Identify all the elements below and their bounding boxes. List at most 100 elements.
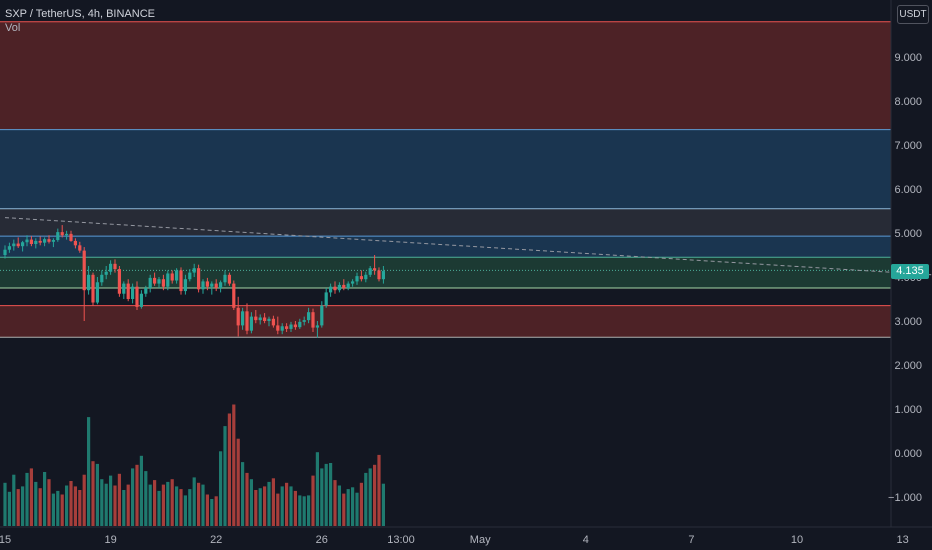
price-tick-label: 0.000 — [894, 448, 922, 460]
candle — [117, 266, 121, 297]
candle-body — [43, 239, 47, 243]
candle-body — [69, 233, 73, 241]
candle — [73, 238, 77, 249]
candle — [139, 290, 143, 309]
candle-body — [104, 271, 108, 275]
volume-bar — [351, 487, 355, 526]
candle-body — [100, 274, 104, 283]
volume-bar — [219, 451, 223, 526]
candle-body — [47, 239, 51, 242]
candle — [82, 247, 86, 321]
candle — [307, 307, 311, 324]
candle-body — [249, 316, 253, 331]
candle — [60, 225, 64, 238]
volume-bar — [7, 491, 11, 526]
volume-bar — [311, 475, 315, 526]
candle — [161, 274, 165, 291]
candle — [157, 277, 161, 288]
candle — [38, 236, 42, 246]
price-tick-label: 6.000 — [894, 184, 922, 196]
candle-body — [333, 286, 337, 291]
volume-bar — [175, 486, 179, 526]
price-tick-label: 8.000 — [894, 96, 922, 108]
candle — [122, 281, 126, 299]
candle — [276, 316, 280, 335]
volume-bar — [69, 481, 73, 526]
zones-layer — [0, 21, 891, 338]
candle — [29, 236, 33, 247]
candle-body — [117, 269, 121, 294]
volume-bar — [73, 486, 77, 526]
candle — [293, 321, 297, 330]
candle-body — [267, 318, 271, 321]
candle-body — [289, 324, 293, 329]
candle-body — [280, 326, 284, 331]
candle — [219, 280, 223, 293]
volume-bar — [29, 468, 33, 526]
trendline — [4, 217, 932, 276]
volume-bar — [100, 479, 104, 526]
volume-bar — [289, 486, 293, 526]
volume-bar — [210, 499, 214, 526]
candle — [34, 238, 38, 249]
candle — [16, 237, 20, 248]
candle-body — [197, 268, 201, 290]
candle — [241, 307, 245, 330]
candle-body — [214, 283, 218, 288]
volume-bar — [188, 489, 192, 526]
candle — [170, 270, 174, 284]
candle — [289, 321, 293, 332]
candle-body — [161, 279, 165, 287]
candle — [192, 263, 196, 277]
volume-bar — [87, 417, 91, 526]
candle-body — [329, 286, 333, 293]
volume-bar — [60, 494, 64, 526]
price-axis: 9.0008.0007.0006.0005.0004.0003.0002.000… — [888, 0, 922, 527]
candle — [69, 230, 73, 242]
candle — [153, 272, 157, 286]
volume-bar — [205, 494, 209, 526]
candle — [56, 228, 60, 242]
candle-body — [241, 311, 245, 326]
volume-bar — [12, 474, 16, 526]
candle — [109, 260, 113, 275]
candle — [78, 241, 82, 253]
candle — [43, 237, 47, 247]
candle — [87, 266, 91, 295]
candle-body — [148, 277, 152, 288]
candle-body — [377, 270, 381, 280]
candle — [333, 281, 337, 294]
candle — [65, 230, 69, 240]
candle-body — [3, 249, 7, 255]
currency-badge[interactable]: USDT — [897, 5, 929, 24]
time-tick-label: 19 — [104, 534, 116, 546]
volume-bar — [333, 480, 337, 526]
candle — [3, 245, 7, 259]
volume-bar — [285, 482, 289, 526]
candle — [320, 301, 324, 328]
volume-bar — [298, 495, 302, 526]
volume-bar — [126, 484, 130, 526]
candle — [183, 274, 187, 295]
candle-body — [258, 317, 262, 321]
candle-body — [139, 293, 143, 307]
candle — [285, 323, 289, 332]
candle — [258, 314, 262, 325]
volume-bar — [236, 438, 240, 526]
volume-bar — [38, 488, 42, 526]
price-tick-label: 3.000 — [894, 316, 922, 328]
candle-body — [219, 282, 223, 288]
candle-body — [307, 312, 311, 321]
volume-bar — [307, 495, 311, 526]
volume-bar — [148, 484, 152, 526]
candle-body — [201, 281, 205, 290]
candle — [324, 288, 328, 308]
zone-red — [0, 21, 891, 130]
candle — [188, 269, 192, 282]
candle — [100, 270, 104, 286]
volume-bar — [82, 474, 86, 526]
volume-bar — [227, 413, 231, 526]
candle — [175, 268, 179, 284]
trendline-layer — [4, 217, 932, 276]
candle-body — [210, 283, 214, 287]
